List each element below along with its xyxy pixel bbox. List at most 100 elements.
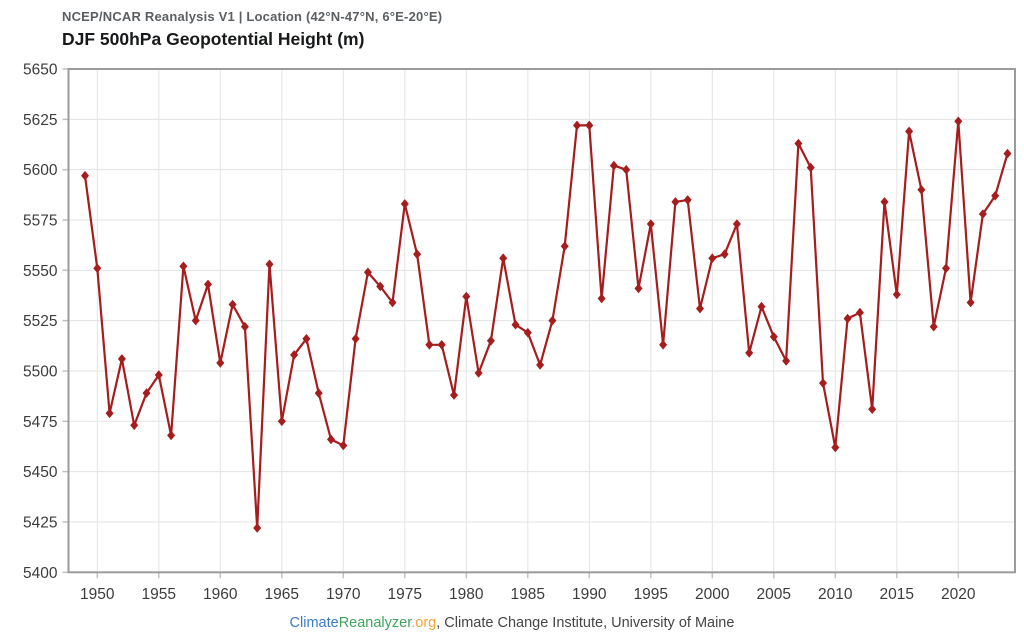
data-point: [905, 126, 914, 137]
data-point: [757, 301, 766, 312]
x-tick-label: 1995: [634, 586, 668, 603]
climate-reanalyzer-link[interactable]: ClimateReanalyzer.org: [290, 615, 437, 631]
y-tick-label: 5475: [23, 414, 57, 431]
data-point: [585, 120, 594, 131]
data-point: [597, 293, 606, 304]
data-point: [388, 297, 397, 308]
x-tick-label: 1965: [265, 586, 299, 603]
data-point: [450, 390, 458, 400]
data-point: [425, 340, 434, 350]
data-point: [327, 434, 335, 445]
data-point: [671, 197, 680, 207]
brand-climate: Climate: [289, 615, 339, 631]
y-tick-label: 5600: [23, 162, 58, 179]
x-tick-label: 1950: [80, 586, 115, 603]
data-point: [216, 358, 225, 368]
page-title: DJF 500hPa Geopotential Height (m): [62, 29, 365, 49]
data-point: [745, 348, 754, 358]
data-point: [966, 297, 975, 308]
data-point: [437, 340, 446, 350]
data-point: [204, 279, 212, 290]
y-tick-label: 5450: [23, 464, 58, 481]
x-tick-label: 2005: [757, 586, 791, 603]
data-point: [499, 253, 508, 263]
data-point: [769, 332, 778, 342]
data-point: [413, 249, 422, 259]
y-tick-label: 5625: [23, 112, 57, 129]
data-point: [179, 261, 188, 272]
x-tick-label: 1990: [572, 586, 607, 603]
data-point: [486, 336, 495, 346]
data-point: [732, 219, 741, 229]
data-point: [634, 283, 643, 294]
x-tick-label: 1955: [142, 586, 176, 603]
data-point: [511, 319, 520, 330]
data-point: [523, 327, 532, 338]
chart-source-line: NCEP/NCAR Reanalysis V1 | Location (42°N…: [62, 9, 443, 24]
data-point: [400, 199, 409, 209]
data-point: [167, 430, 176, 441]
data-point: [843, 313, 852, 324]
data-point: [819, 378, 827, 388]
x-tick-label: 1980: [449, 586, 484, 603]
data-point: [117, 354, 126, 364]
data-point: [683, 195, 692, 205]
x-tick-label: 2015: [880, 586, 914, 603]
y-tick-label: 5575: [23, 212, 57, 229]
data-point: [708, 253, 717, 263]
data-point: [536, 360, 545, 370]
data-point: [978, 209, 987, 219]
data-point: [314, 388, 323, 398]
data-point: [462, 291, 471, 302]
brand-org: .org: [411, 615, 437, 631]
y-tick-label: 5525: [23, 313, 57, 330]
data-point: [548, 315, 557, 326]
data-point: [942, 263, 950, 274]
data-point: [794, 138, 803, 149]
data-point: [339, 440, 348, 451]
y-tick-label: 5650: [23, 62, 58, 79]
data-point: [929, 321, 938, 332]
data-point: [892, 289, 901, 300]
data-point: [93, 263, 102, 274]
x-tick-label: 1970: [326, 586, 361, 603]
plot-border: [67, 68, 1016, 574]
data-point: [154, 370, 163, 380]
data-point: [868, 404, 877, 414]
data-point: [880, 197, 889, 207]
data-point: [191, 315, 200, 326]
data-point: [806, 162, 815, 173]
data-point: [646, 219, 655, 229]
data-point: [560, 241, 569, 251]
data-point: [265, 259, 274, 270]
x-tick-label: 2020: [941, 586, 976, 603]
series-line: [83, 120, 1009, 530]
data-point: [720, 249, 729, 259]
x-tick-label: 1975: [388, 586, 422, 603]
data-point: [573, 120, 581, 131]
data-point: [351, 334, 360, 344]
x-tick-label: 2010: [818, 586, 853, 603]
x-tick-label: 1960: [203, 586, 238, 603]
data-point: [105, 408, 114, 419]
data-point: [376, 281, 385, 292]
data-point: [782, 356, 791, 366]
y-tick-label: 5500: [23, 363, 58, 380]
footer-credit: ClimateReanalyzer.org, Climate Change In…: [0, 615, 1024, 631]
y-tick-label: 5425: [23, 514, 57, 531]
data-point: [240, 321, 249, 332]
data-point: [831, 442, 840, 453]
data-point: [363, 267, 372, 278]
data-point: [855, 307, 864, 318]
x-tick-label: 1985: [511, 586, 545, 603]
data-point: [474, 368, 483, 378]
data-point: [696, 303, 704, 314]
data-point: [130, 420, 139, 431]
x-tick-label: 2000: [695, 586, 730, 603]
footer-institute-text: , Climate Change Institute, University o…: [436, 615, 735, 631]
data-point: [81, 170, 89, 181]
title-block: NCEP/NCAR Reanalysis V1 | Location (42°N…: [62, 8, 442, 51]
data-point: [659, 340, 668, 350]
